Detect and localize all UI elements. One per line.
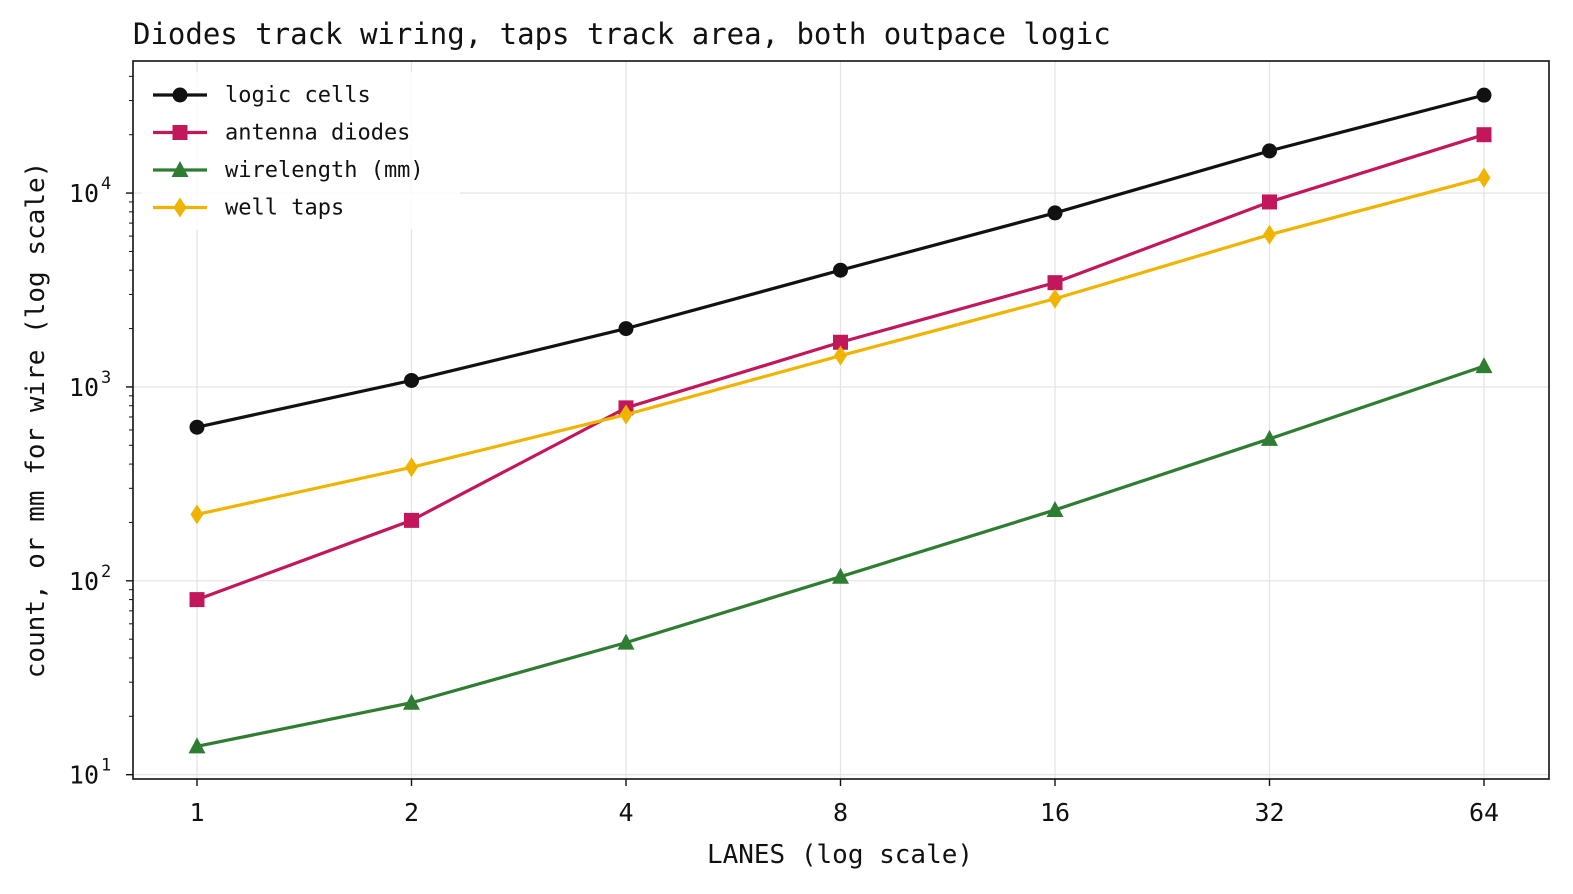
data-point bbox=[1047, 275, 1063, 291]
data-point bbox=[1262, 194, 1277, 210]
data-point bbox=[1047, 205, 1063, 221]
legend-label: logic cells bbox=[225, 83, 371, 108]
y-axis-label: count, or mm for wire (log scale) bbox=[21, 162, 51, 679]
y-tick-label: 10 bbox=[69, 373, 99, 402]
legend: logic cells antenna diodes wirelength (mm)… bbox=[142, 72, 460, 230]
data-point bbox=[1477, 167, 1491, 188]
data-point bbox=[1048, 288, 1062, 309]
y-tick-label: 10 bbox=[69, 761, 99, 790]
data-point bbox=[619, 404, 633, 425]
data-point bbox=[617, 633, 635, 650]
legend-label: wirelength (mm) bbox=[225, 158, 424, 183]
x-tick-label: 8 bbox=[833, 798, 848, 827]
series-layer bbox=[188, 87, 1493, 754]
legend-item: antenna diodes bbox=[153, 121, 410, 146]
data-point bbox=[832, 567, 849, 584]
x-axis-label: LANES (log scale) bbox=[707, 840, 973, 870]
legend-label: antenna diodes bbox=[225, 121, 410, 146]
legend-item: logic cells bbox=[153, 83, 371, 108]
data-point bbox=[405, 457, 418, 478]
x-tick-label: 64 bbox=[1469, 798, 1499, 827]
data-point bbox=[1262, 143, 1277, 159]
data-point bbox=[834, 345, 847, 366]
series-wirelength-mm bbox=[188, 357, 1493, 754]
data-point bbox=[190, 504, 204, 525]
data-point bbox=[1476, 87, 1492, 103]
data-point bbox=[618, 321, 634, 337]
data-point bbox=[189, 419, 205, 435]
x-tick-label: 16 bbox=[1040, 798, 1070, 827]
legend-item: well taps bbox=[153, 196, 344, 221]
series-well-taps bbox=[190, 167, 1491, 525]
legend-item: wirelength (mm) bbox=[153, 158, 424, 183]
data-point bbox=[833, 334, 848, 350]
data-point bbox=[1261, 429, 1278, 446]
legend-box bbox=[142, 72, 460, 230]
data-point bbox=[1263, 224, 1276, 245]
data-point bbox=[1475, 357, 1493, 374]
series-logic-cells bbox=[189, 87, 1492, 435]
y-tick-label: 10 bbox=[69, 179, 99, 208]
x-tick-label: 2 bbox=[404, 798, 419, 827]
y-tick-label: 10 bbox=[69, 567, 99, 596]
data-point bbox=[1476, 127, 1492, 143]
x-axis-ticks: 1 2 4 8 16 32 64 bbox=[189, 779, 1499, 827]
data-point bbox=[404, 372, 419, 388]
data-point bbox=[833, 262, 848, 278]
legend-marker bbox=[171, 161, 189, 177]
x-tick-label: 4 bbox=[618, 798, 633, 827]
y-tick-exponent: 2 bbox=[101, 562, 111, 582]
x-tick-label: 32 bbox=[1254, 798, 1284, 827]
data-point bbox=[1046, 500, 1064, 517]
x-tick-label: 1 bbox=[189, 798, 204, 827]
chart-title: Diodes track wiring, taps track area, bo… bbox=[133, 17, 1111, 51]
data-point bbox=[403, 693, 420, 710]
y-tick-exponent: 3 bbox=[101, 368, 111, 388]
data-point bbox=[189, 592, 205, 608]
y-tick-exponent: 1 bbox=[101, 756, 111, 776]
data-point bbox=[404, 512, 419, 528]
legend-marker bbox=[172, 125, 188, 140]
y-tick-exponent: 4 bbox=[101, 174, 111, 194]
legend-marker bbox=[172, 87, 188, 103]
legend-label: well taps bbox=[225, 196, 344, 221]
legend-marker bbox=[173, 197, 187, 218]
data-point bbox=[188, 737, 206, 754]
